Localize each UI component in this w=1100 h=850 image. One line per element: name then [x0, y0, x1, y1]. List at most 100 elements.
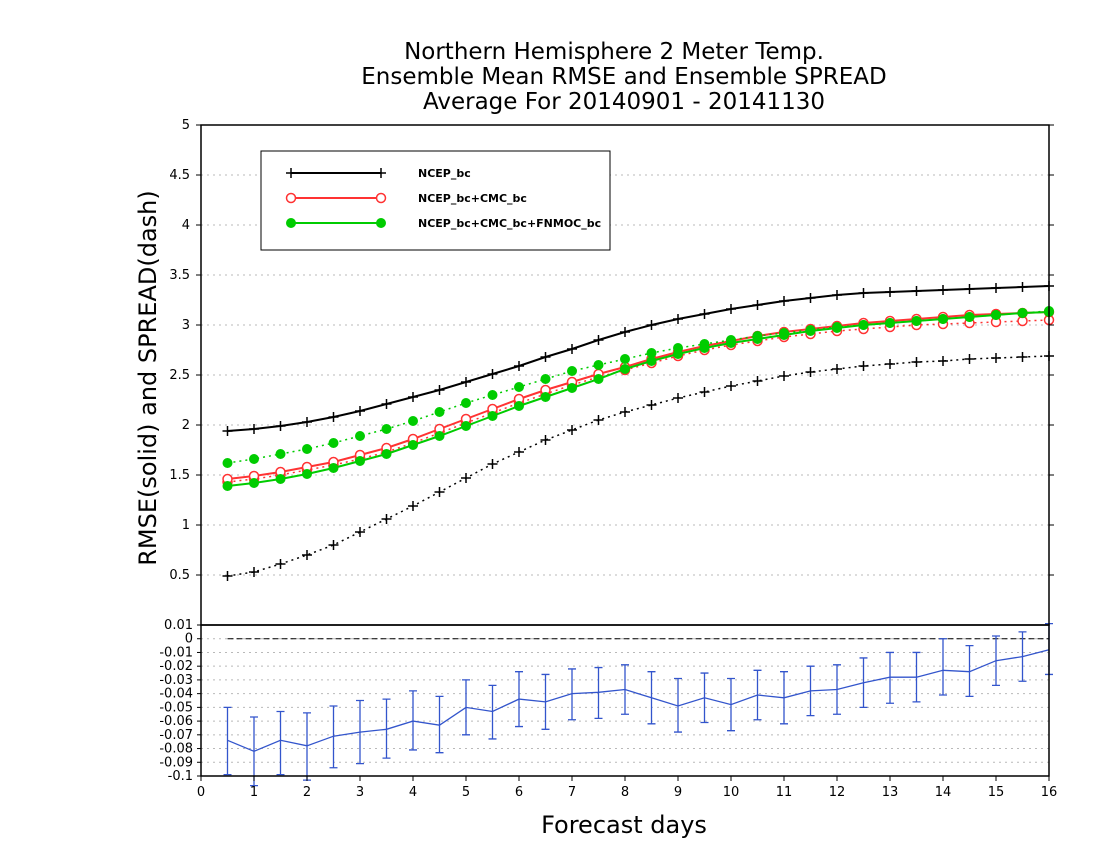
diff-errorbar [462, 679, 470, 736]
series-ncep-bc-spread-point [832, 364, 842, 374]
series-ncep-bc-spread-point [328, 540, 339, 550]
x-tick-label: 3 [356, 785, 364, 800]
series-ncep-bc-cmc-bc-fnmoc-bc-rmse-point [805, 326, 816, 336]
series-ncep-bc-cmc-bc-fnmoc-bc-spread-point [593, 360, 604, 370]
legend-marker-ncep-bc [376, 168, 386, 178]
series-ncep-bc-cmc-bc-fnmoc-bc-spread-point [381, 424, 392, 434]
diff-y-tick-label: -0.09 [159, 755, 193, 770]
series-ncep-bc-cmc-bc-fnmoc-bc-rmse-point [673, 349, 683, 359]
chart-title-line-3: Average For 20140901 - 20141130 [423, 89, 825, 115]
diff-errorbar [1018, 631, 1027, 682]
x-tick-label: 4 [409, 785, 417, 800]
series-ncep-bc-cmc-bc-fnmoc-bc-rmse-point [858, 320, 869, 330]
diff-y-tick-label: -0.01 [159, 645, 193, 660]
lower-gridlines [201, 638, 1049, 777]
diff-y-tick-label: -0.04 [159, 687, 193, 702]
series-ncep-bc-cmc-bc-fnmoc-bc-spread-point [302, 444, 312, 454]
series-ncep-bc-cmc-bc-rmse-line [227, 311, 1050, 480]
series-ncep-bc-cmc-bc-fnmoc-bc-rmse-point [540, 392, 551, 402]
series-ncep-bc-rmse-point [991, 283, 1001, 293]
series-ncep-bc-spread-line [227, 355, 1050, 577]
series-ncep-bc-cmc-bc-fnmoc-bc-spread-point [567, 366, 577, 376]
diff-errorbar [276, 710, 285, 776]
chart-title-line-1: Northern Hemisphere 2 Meter Temp. [404, 39, 824, 65]
series-ncep-bc-spread-point [991, 353, 1001, 363]
legend-marker-ncep-bc-cmc-bc [375, 192, 387, 204]
diff-y-tick-label: -0.07 [159, 728, 193, 743]
diff-y-tick-label: -0.06 [159, 714, 193, 729]
series-ncep-bc-cmc-bc-fnmoc-bc-rmse-point [779, 330, 789, 340]
series-ncep-bc-rmse-point [1017, 282, 1028, 292]
series-ncep-bc-cmc-bc-fnmoc-bc-spread-line [227, 310, 1050, 464]
x-tick-label: 0 [197, 785, 205, 800]
diff-errorbar [859, 657, 868, 709]
series-ncep-bc-cmc-bc-fnmoc-bc-spread-point [328, 438, 339, 448]
series-ncep-bc-rmse-point [408, 392, 418, 402]
series-ncep-bc-rmse-point [646, 320, 657, 330]
series-ncep-bc-rmse-point [249, 424, 259, 434]
diff-errorbar [382, 698, 391, 759]
x-tick-label: 9 [674, 785, 682, 800]
x-tick-label: 15 [988, 785, 1005, 800]
series-ncep-bc-rmse-point [487, 369, 498, 379]
diff-errorbar [992, 635, 1000, 687]
series-ncep-bc-rmse-point [514, 361, 524, 371]
x-tick-label: 13 [882, 785, 899, 800]
x-tick-label: 5 [462, 785, 470, 800]
diff-errorbar [780, 671, 788, 725]
y-tick-label: 3.5 [169, 268, 190, 283]
legend-box [260, 150, 611, 251]
diff-errorbar [541, 673, 550, 730]
series-ncep-bc-spread-point [938, 356, 948, 366]
series-ncep-bc-rmse-point [805, 293, 816, 303]
series-ncep-bc-rmse-point [964, 284, 975, 294]
diff-line [227, 649, 1050, 753]
series-ncep-bc-rmse-point [885, 287, 895, 297]
series-ncep-bc-spread-point [408, 501, 418, 511]
series-ncep-bc-cmc-bc-fnmoc-bc-rmse-point [885, 318, 895, 328]
series-ncep-bc-spread-point [540, 435, 551, 445]
diff-y-tick-label: -0.1 [168, 769, 193, 784]
series-ncep-bc-spread-point [461, 473, 471, 483]
series-ncep-bc-spread-point [355, 527, 365, 537]
series-ncep-bc-cmc-bc-fnmoc-bc-rmse-point [991, 310, 1001, 320]
axes-layer: 0.511.522.533.544.550.010-0.01-0.02-0.03… [159, 118, 1057, 800]
diff-y-tick-label: -0.05 [159, 700, 193, 715]
series-ncep-bc-spread-point [673, 393, 683, 403]
y-tick-label: 1.5 [169, 468, 190, 483]
series-ncep-bc-cmc-bc-fnmoc-bc-rmse-point [832, 323, 842, 333]
series-ncep-bc-spread-point [381, 514, 392, 524]
legend-label-ncep-bc: NCEP_bc [418, 167, 471, 180]
series-ncep-bc-spread-point [726, 381, 736, 391]
diff-errorbar [912, 651, 921, 703]
series-ncep-bc-spread-point [620, 407, 630, 417]
x-tick-label: 2 [303, 785, 311, 800]
x-tick-label: 6 [515, 785, 523, 800]
series-ncep-bc-cmc-bc-fnmoc-bc-rmse-point [646, 356, 657, 366]
series-ncep-bc-spread-point [699, 387, 710, 397]
diff-errorbar [727, 677, 735, 732]
series-ncep-bc-spread-point [858, 361, 869, 371]
series-ncep-bc-cmc-bc-fnmoc-bc-spread-point [275, 449, 286, 459]
diff-errorbar [488, 684, 497, 740]
series-ncep-bc-rmse-point [938, 285, 948, 295]
series-ncep-bc-spread-point [275, 559, 286, 569]
series-ncep-bc-cmc-bc-fnmoc-bc-rmse-point [514, 401, 524, 411]
series-ncep-bc-rmse-point [593, 335, 604, 345]
diff-errorbar [806, 665, 815, 717]
diff-y-tick-label: -0.08 [159, 742, 193, 757]
x-tick-label: 11 [776, 785, 793, 800]
series-ncep-bc-cmc-bc-fnmoc-bc-spread-point [461, 398, 471, 408]
y-tick-label: 2 [182, 418, 190, 433]
series-ncep-bc-spread-point [885, 359, 895, 369]
y-tick-label: 4.5 [169, 168, 190, 183]
diff-errorbar [250, 716, 258, 787]
series-ncep-bc-rmse-point [540, 352, 551, 362]
diff-errorbar [303, 712, 311, 781]
series-ncep-bc-spread-point [646, 400, 657, 410]
series-ncep-bc-cmc-bc-fnmoc-bc-rmse-point [302, 469, 312, 479]
diff-y-tick-label: 0.01 [164, 618, 193, 633]
series-ncep-bc-rmse-point [434, 385, 445, 395]
series-ncep-bc-spread-point [302, 550, 312, 560]
series-ncep-bc-spread-point [964, 354, 975, 364]
